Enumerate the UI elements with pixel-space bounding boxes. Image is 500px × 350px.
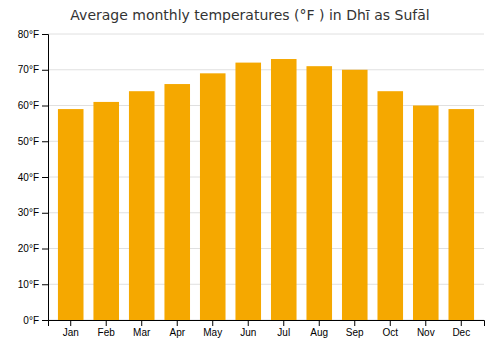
- tick: May: [203, 320, 222, 338]
- tick: Jul: [277, 320, 290, 338]
- tick-label: Feb: [98, 327, 116, 338]
- tick-mark: [106, 320, 107, 326]
- bar: [58, 109, 84, 320]
- tick: Nov: [417, 320, 435, 338]
- tick-mark: [70, 320, 71, 326]
- tick-label: 0°F: [23, 315, 39, 326]
- tick: 80°F: [18, 29, 48, 40]
- y-axis: 0°F 10°F 20°F 30°F 40°F 50°F 60°F 70°F 80°F: [18, 29, 49, 326]
- tick: 30°F: [18, 207, 48, 218]
- axis-line: [49, 321, 485, 327]
- tick-mark: [42, 34, 48, 35]
- tick-label: 60°F: [18, 100, 39, 111]
- plot: 0°F 10°F 20°F 30°F 40°F 50°F 60°F 70°F 80°F Jan Fe…: [18, 29, 485, 338]
- bar: [129, 91, 155, 320]
- tick: Oct: [382, 320, 398, 338]
- tick-mark: [42, 141, 48, 142]
- bar: [342, 70, 368, 320]
- tick-mark: [390, 320, 391, 326]
- tick-label: May: [203, 327, 222, 338]
- tick-mark: [319, 320, 320, 326]
- tick-label: Jun: [240, 327, 256, 338]
- tick-mark: [42, 106, 48, 107]
- bar: [413, 106, 439, 321]
- tick: Aug: [310, 320, 328, 338]
- tick-label: 70°F: [18, 64, 39, 75]
- tick-mark: [425, 320, 426, 326]
- tick: 0°F: [23, 315, 48, 326]
- bars: [58, 59, 474, 320]
- tick-mark: [42, 213, 48, 214]
- tick-label: Oct: [382, 327, 398, 338]
- tick-mark: [283, 320, 284, 326]
- tick: Sep: [346, 320, 364, 338]
- grid-line: [48, 34, 484, 35]
- grid-line: [48, 69, 484, 70]
- tick: Jan: [63, 320, 79, 338]
- tick-mark: [354, 320, 355, 326]
- tick-mark: [42, 177, 48, 178]
- tick-label: Nov: [417, 327, 435, 338]
- bar: [306, 66, 332, 320]
- tick-label: Jul: [277, 327, 290, 338]
- tick: 70°F: [18, 64, 48, 75]
- tick: 40°F: [18, 172, 48, 183]
- tick-mark: [461, 320, 462, 326]
- bar: [235, 63, 261, 320]
- bar: [164, 84, 190, 320]
- tick: Dec: [452, 320, 470, 338]
- tick-label: Mar: [133, 327, 151, 338]
- tick-label: Apr: [169, 327, 185, 338]
- tick: Jun: [240, 320, 256, 338]
- tick-label: Dec: [452, 327, 470, 338]
- tick-label: 30°F: [18, 207, 39, 218]
- bar: [93, 102, 119, 320]
- chart: Average monthly temperatures (°F ) in Dh…: [0, 0, 500, 350]
- bar: [377, 91, 403, 320]
- x-axis: Jan Feb Mar Apr May Jun Jul Aug Sep Oct Nov Dec: [49, 320, 485, 338]
- tick-mark: [141, 320, 142, 326]
- tick-mark: [177, 320, 178, 326]
- tick: 50°F: [18, 136, 48, 147]
- tick-mark: [42, 320, 48, 321]
- tick-mark: [42, 249, 48, 250]
- bar: [271, 59, 297, 320]
- tick: 10°F: [18, 279, 48, 290]
- tick-mark: [212, 320, 213, 326]
- tick-mark: [42, 284, 48, 285]
- tick-mark: [248, 320, 249, 326]
- tick-label: 40°F: [18, 172, 39, 183]
- grid: [48, 34, 484, 320]
- tick-label: Sep: [346, 327, 364, 338]
- tick: 20°F: [18, 243, 48, 254]
- tick: Mar: [133, 320, 151, 338]
- tick-label: 50°F: [18, 136, 39, 147]
- bar: [448, 109, 474, 320]
- tick-label: 20°F: [18, 243, 39, 254]
- tick-label: Aug: [310, 327, 328, 338]
- tick-label: 10°F: [18, 279, 39, 290]
- bar: [200, 73, 226, 320]
- tick: Apr: [169, 320, 185, 338]
- title: Average monthly temperatures (°F ) in Dh…: [70, 7, 429, 23]
- tick-mark: [42, 70, 48, 71]
- tick: Feb: [98, 320, 116, 338]
- tick: 60°F: [18, 100, 48, 111]
- axis-line: [42, 35, 49, 321]
- tick-label: Jan: [63, 327, 79, 338]
- tick-label: 80°F: [18, 29, 39, 40]
